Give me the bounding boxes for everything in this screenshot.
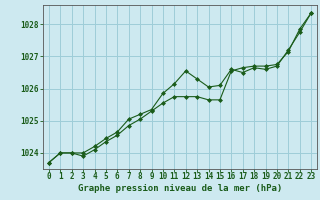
X-axis label: Graphe pression niveau de la mer (hPa): Graphe pression niveau de la mer (hPa) [78,184,282,193]
